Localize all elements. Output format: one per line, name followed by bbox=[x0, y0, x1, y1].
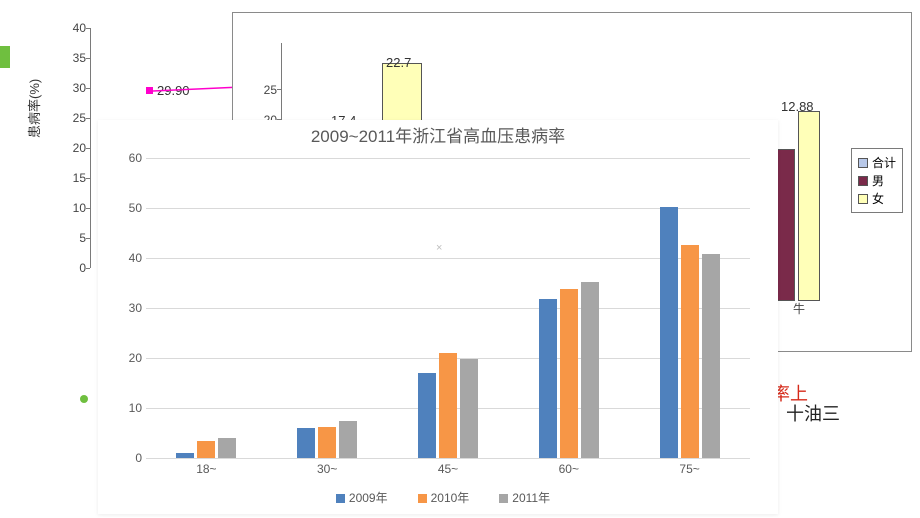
br-right-toplabel: 12.88 bbox=[781, 99, 814, 114]
back-left-tick: 40 bbox=[60, 21, 86, 35]
bar-2010年-75~ bbox=[681, 245, 699, 459]
bar-2011年-18~ bbox=[218, 438, 236, 458]
main-legend-item: 2010年 bbox=[408, 491, 470, 505]
main-xlabel: 45~ bbox=[438, 462, 458, 476]
main-plot-area: × 010203040506018~30~45~60~75~ bbox=[146, 158, 750, 458]
legend-item: 合计 bbox=[858, 154, 896, 171]
legend-swatch bbox=[499, 494, 508, 503]
main-ytick: 20 bbox=[116, 351, 142, 365]
main-ytick: 50 bbox=[116, 201, 142, 215]
tickmark bbox=[86, 208, 90, 209]
back-left-tick: 0 bbox=[60, 261, 86, 275]
tickmark bbox=[86, 238, 90, 239]
bar-2010年-30~ bbox=[318, 427, 336, 458]
br-tick: 25 bbox=[253, 83, 277, 97]
back-left-tick: 35 bbox=[60, 51, 86, 65]
tickmark bbox=[86, 88, 90, 89]
main-legend-item: 2011年 bbox=[489, 491, 550, 505]
legend-swatch bbox=[418, 494, 427, 503]
br-bar2-value: 22.7 bbox=[386, 55, 411, 70]
back-left-tick: 15 bbox=[60, 171, 86, 185]
main-xlabel: 75~ bbox=[679, 462, 699, 476]
br-bar-female bbox=[798, 111, 820, 301]
main-xlabel: 18~ bbox=[196, 462, 216, 476]
bar-2010年-45~ bbox=[439, 353, 457, 458]
back-left-tick: 25 bbox=[60, 111, 86, 125]
legend-label: 男 bbox=[872, 172, 884, 189]
tickmark bbox=[86, 28, 90, 29]
legend-label: 合计 bbox=[872, 154, 896, 171]
back-left-tick: 30 bbox=[60, 81, 86, 95]
back-right-legend: 合计男女 bbox=[851, 148, 903, 213]
bar-2011年-45~ bbox=[460, 359, 478, 458]
br-bar-female-small bbox=[382, 63, 422, 121]
back-left-tick: 5 bbox=[60, 231, 86, 245]
gridline bbox=[146, 158, 750, 159]
green-bullet-icon bbox=[80, 395, 88, 403]
axis bbox=[90, 28, 91, 268]
main-ytick: 40 bbox=[116, 251, 142, 265]
main-ytick: 0 bbox=[116, 451, 142, 465]
main-chart-title: 2009~2011年浙江省高血压患病率 bbox=[98, 122, 778, 147]
bar-2009年-45~ bbox=[418, 373, 436, 458]
legend-swatch bbox=[858, 158, 868, 168]
back-left-tick: 10 bbox=[60, 201, 86, 215]
watermark-cross-icon: × bbox=[436, 242, 442, 254]
bar-2011年-75~ bbox=[702, 254, 720, 458]
main-xlabel: 30~ bbox=[317, 462, 337, 476]
bar-2011年-30~ bbox=[339, 421, 357, 459]
legend-item: 男 bbox=[858, 172, 896, 189]
main-ytick: 10 bbox=[116, 401, 142, 415]
tickmark bbox=[86, 268, 90, 269]
main-ytick: 30 bbox=[116, 301, 142, 315]
main-ytick: 60 bbox=[116, 151, 142, 165]
gridline bbox=[146, 458, 750, 459]
pink-point-marker bbox=[146, 87, 153, 94]
pink-point-value: 29.90 bbox=[157, 83, 190, 98]
legend-swatch bbox=[858, 176, 868, 186]
main-xlabel: 60~ bbox=[559, 462, 579, 476]
bar-2009年-60~ bbox=[539, 299, 557, 458]
legend-swatch bbox=[858, 194, 868, 204]
legend-item: 女 bbox=[858, 190, 896, 207]
main-legend-item: 2009年 bbox=[326, 491, 388, 505]
br-x-right-label: 牛 bbox=[793, 300, 805, 317]
decorative-green-tab bbox=[0, 46, 10, 68]
tickmark bbox=[277, 89, 281, 90]
tickmark bbox=[86, 148, 90, 149]
tickmark bbox=[86, 118, 90, 119]
bar-2009年-30~ bbox=[297, 428, 315, 458]
tickmark bbox=[86, 58, 90, 59]
bar-2011年-60~ bbox=[581, 282, 599, 459]
bar-2010年-60~ bbox=[560, 289, 578, 458]
fragment-black-text: 十油三 bbox=[786, 400, 840, 426]
main-legend: 2009年 2010年 2011年 bbox=[98, 489, 778, 506]
back-left-ylabel: 患病率(%) bbox=[24, 79, 43, 138]
legend-swatch bbox=[336, 494, 345, 503]
legend-label: 女 bbox=[872, 190, 884, 207]
bar-2010年-18~ bbox=[197, 441, 215, 459]
bar-2009年-18~ bbox=[176, 453, 194, 458]
bar-2009年-75~ bbox=[660, 207, 678, 459]
back-left-tick: 20 bbox=[60, 141, 86, 155]
main-chart: 2009~2011年浙江省高血压患病率 × 010203040506018~30… bbox=[98, 120, 778, 514]
tickmark bbox=[86, 178, 90, 179]
